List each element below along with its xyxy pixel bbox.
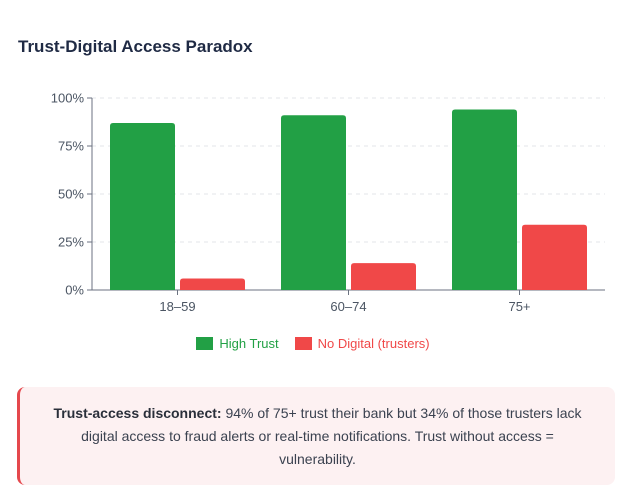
x-axis: 18–59 60–74 75+ <box>92 289 605 314</box>
bar-no-digital-0[interactable] <box>180 278 245 290</box>
bar-high-trust-1[interactable] <box>281 115 346 290</box>
y-tick-label: 100% <box>51 91 85 106</box>
y-tick-label: 25% <box>58 235 84 250</box>
legend-item-high-trust[interactable]: High Trust <box>196 336 279 351</box>
legend-label-no-digital: No Digital (trusters) <box>317 336 430 351</box>
legend-item-no-digital[interactable]: No Digital (trusters) <box>294 336 430 351</box>
bars <box>110 109 587 291</box>
y-tick-label: 50% <box>58 187 84 202</box>
y-tick-label: 0% <box>65 283 84 298</box>
legend-swatch-no-digital <box>294 337 312 350</box>
bar-high-trust-0[interactable] <box>110 122 175 291</box>
bar-no-digital-1[interactable] <box>351 263 416 290</box>
callout-body: 94% of 75+ trust their bank but 34% of t… <box>81 404 582 467</box>
y-axis: 0% 25% 50% 75% 100% <box>51 91 93 298</box>
legend: High Trust No Digital (trusters) <box>0 336 626 351</box>
chart-title: Trust-Digital Access Paradox <box>18 37 253 56</box>
legend-label-high-trust: High Trust <box>219 336 279 351</box>
bar-no-digital-2[interactable] <box>522 224 587 290</box>
x-tick-label: 60–74 <box>330 299 366 314</box>
legend-swatch-high-trust <box>196 337 214 350</box>
bar-chart: 0% 25% 50% 75% 100% 18–59 60–74 75+ <box>51 91 605 314</box>
x-tick-label: 75+ <box>508 299 530 314</box>
callout-text: Trust-access disconnect: 94% of 75+ trus… <box>42 402 593 471</box>
bar-high-trust-2[interactable] <box>452 109 517 291</box>
insight-callout: Trust-access disconnect: 94% of 75+ trus… <box>17 387 615 485</box>
gridlines <box>92 97 605 243</box>
x-tick-label: 18–59 <box>159 299 195 314</box>
callout-lead: Trust-access disconnect: <box>53 404 222 421</box>
y-tick-label: 75% <box>58 139 84 154</box>
